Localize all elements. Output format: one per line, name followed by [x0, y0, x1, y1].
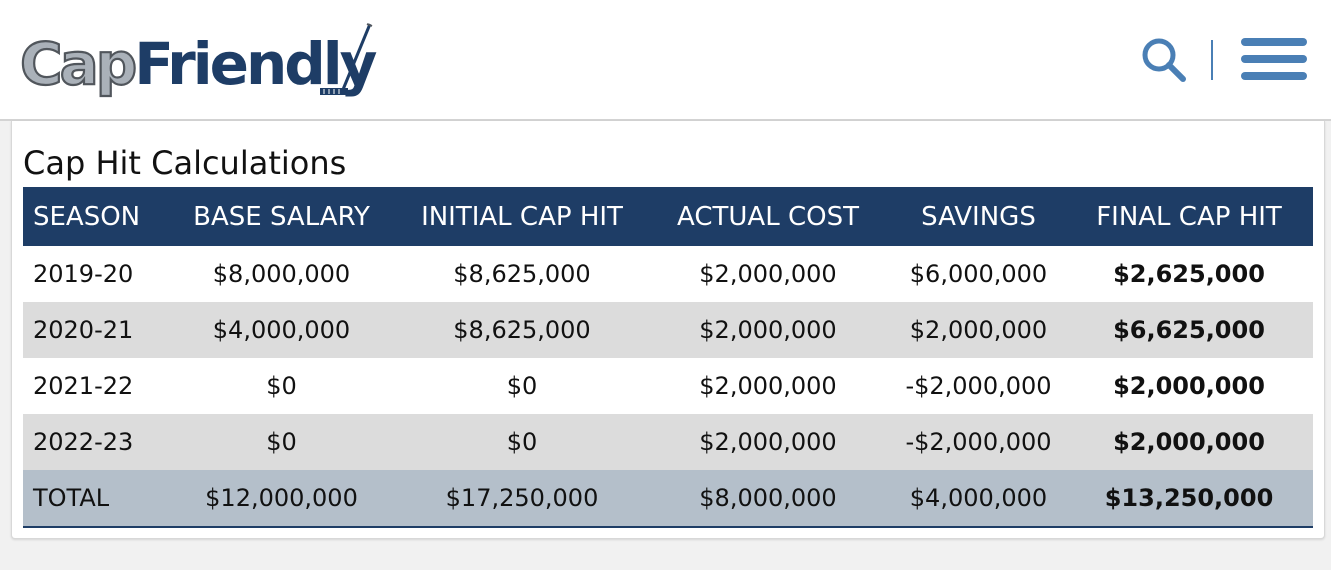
cell-base-salary: $0	[163, 414, 400, 470]
cell-final-cap-hit: $2,000,000	[1065, 358, 1313, 414]
hamburger-menu-icon	[1241, 38, 1307, 80]
cell-final-cap-hit: $2,000,000	[1065, 414, 1313, 470]
cell-season: 2019-20	[23, 246, 163, 302]
search-icon	[1142, 38, 1186, 82]
search-button[interactable]	[1140, 36, 1188, 84]
svg-text:CapFriendly: CapFriendly	[20, 30, 377, 98]
cell-initial-cap-hit: $8,625,000	[400, 302, 644, 358]
cell-season: 2021-22	[23, 358, 163, 414]
cell-season: 2020-21	[23, 302, 163, 358]
table-header-row: SEASON BASE SALARY INITIAL CAP HIT ACTUA…	[23, 187, 1313, 246]
cell-base-salary: $0	[163, 358, 400, 414]
cell-total-base-salary: $12,000,000	[163, 470, 400, 528]
column-header-initial-cap-hit[interactable]: INITIAL CAP HIT	[400, 187, 644, 246]
table-total-row: TOTAL $12,000,000 $17,250,000 $8,000,000…	[23, 470, 1313, 528]
site-header: CapFriendly	[0, 0, 1331, 121]
cell-total-label: TOTAL	[23, 470, 163, 528]
column-header-savings[interactable]: SAVINGS	[892, 187, 1065, 246]
cell-season: 2022-23	[23, 414, 163, 470]
table-row: 2020-21 $4,000,000 $8,625,000 $2,000,000…	[23, 302, 1313, 358]
cell-actual-cost: $2,000,000	[644, 302, 892, 358]
column-header-final-cap-hit[interactable]: FINAL CAP HIT	[1065, 187, 1313, 246]
column-header-season[interactable]: SEASON	[23, 187, 163, 246]
table-row: 2021-22 $0 $0 $2,000,000 -$2,000,000 $2,…	[23, 358, 1313, 414]
card-title: Cap Hit Calculations	[23, 144, 347, 182]
cell-initial-cap-hit: $0	[400, 414, 644, 470]
cell-base-salary: $4,000,000	[163, 302, 400, 358]
cell-total-savings: $4,000,000	[892, 470, 1065, 528]
table-row: 2022-23 $0 $0 $2,000,000 -$2,000,000 $2,…	[23, 414, 1313, 470]
cell-savings: -$2,000,000	[892, 414, 1065, 470]
menu-button[interactable]	[1241, 38, 1307, 80]
cell-savings: $6,000,000	[892, 246, 1065, 302]
cell-savings: $2,000,000	[892, 302, 1065, 358]
table-row: 2019-20 $8,000,000 $8,625,000 $2,000,000…	[23, 246, 1313, 302]
cap-hit-table: SEASON BASE SALARY INITIAL CAP HIT ACTUA…	[23, 187, 1313, 528]
column-header-actual-cost[interactable]: ACTUAL COST	[644, 187, 892, 246]
cell-actual-cost: $2,000,000	[644, 414, 892, 470]
cell-total-final-cap-hit: $13,250,000	[1065, 470, 1313, 528]
cell-final-cap-hit: $2,625,000	[1065, 246, 1313, 302]
logo-text-cap: Cap	[20, 30, 135, 98]
column-header-base-salary[interactable]: BASE SALARY	[163, 187, 400, 246]
cell-actual-cost: $2,000,000	[644, 246, 892, 302]
header-divider	[1211, 40, 1213, 80]
cap-hit-card: Cap Hit Calculations SEASON BASE SALARY …	[11, 121, 1325, 539]
logo-text-friendly: Friendly	[134, 30, 376, 98]
cell-savings: -$2,000,000	[892, 358, 1065, 414]
cell-initial-cap-hit: $8,625,000	[400, 246, 644, 302]
cell-actual-cost: $2,000,000	[644, 358, 892, 414]
cell-total-actual-cost: $8,000,000	[644, 470, 892, 528]
logo-graphic: CapFriendly	[20, 23, 380, 98]
capfriendly-logo[interactable]: CapFriendly	[20, 22, 380, 98]
cell-final-cap-hit: $6,625,000	[1065, 302, 1313, 358]
cell-initial-cap-hit: $0	[400, 358, 644, 414]
cell-base-salary: $8,000,000	[163, 246, 400, 302]
hockey-stick-icon	[320, 23, 373, 95]
cell-total-initial-cap-hit: $17,250,000	[400, 470, 644, 528]
